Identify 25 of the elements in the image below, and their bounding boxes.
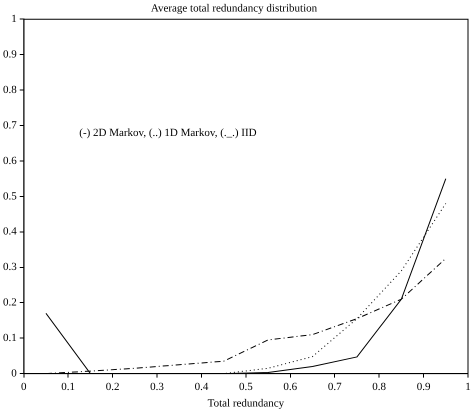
y-tick-label: 0.4 xyxy=(3,226,18,238)
y-tick-label: 0.5 xyxy=(3,190,18,202)
x-tick-label: 0.5 xyxy=(239,381,254,394)
y-tick-label: 1 xyxy=(11,13,17,26)
x-tick-label: 0 xyxy=(21,381,27,394)
x-axis-title: Total redundancy xyxy=(208,397,285,410)
y-tick-label: 0.9 xyxy=(3,48,18,61)
x-tick-label: 0.1 xyxy=(61,381,76,394)
y-tick-label: 0.7 xyxy=(3,119,18,132)
x-tick-label: 0.2 xyxy=(106,381,120,394)
x-tick-label: 1 xyxy=(465,381,471,394)
y-tick-label: 0.3 xyxy=(3,261,18,274)
y-tick-label: 0.6 xyxy=(3,154,18,167)
x-tick-label: 0.3 xyxy=(150,381,164,394)
y-tick-label: 0 xyxy=(11,367,18,380)
x-tick-label: 0.4 xyxy=(194,381,209,394)
y-tick-label: 0.8 xyxy=(3,84,18,96)
x-tick-label: 0.8 xyxy=(372,381,387,394)
chart-title: Average total redundancy distribution xyxy=(150,2,318,14)
x-tick-label: 0.7 xyxy=(328,381,342,394)
x-tick-label: 0.9 xyxy=(416,381,431,394)
x-tick-label: 0.6 xyxy=(283,381,298,394)
y-tick-label: 0.1 xyxy=(3,332,17,344)
y-tick-label: 0.2 xyxy=(3,296,17,309)
annotation: (-) 2D Markov, (..) 1D Markov, (._.) IID xyxy=(79,127,257,140)
